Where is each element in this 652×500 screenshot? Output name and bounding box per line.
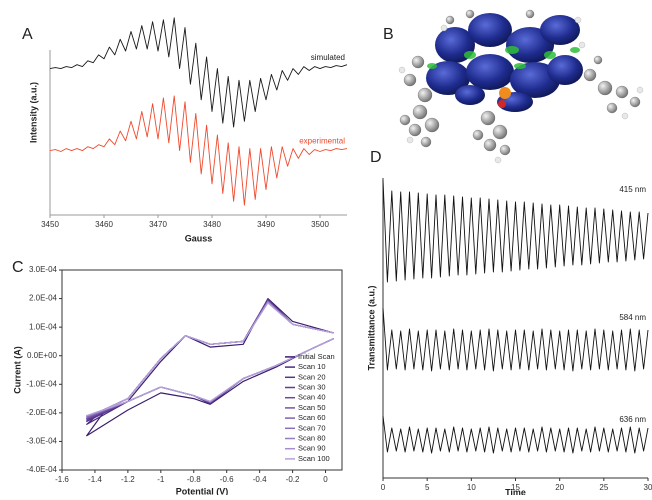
y-tick-label: 0.0E+00 [27,351,58,360]
y-tick-label: -2.0E-04 [26,408,57,417]
y-axis-title: Transmittance (a.u.) [366,285,376,370]
y-tick-label: 1.0E-04 [29,322,58,331]
x-tick-label: 20 [555,483,564,492]
legend-label: Scan 10 [298,362,326,371]
data-line [87,299,334,436]
x-tick-label: -1 [157,475,165,484]
series-label: 584 nm [619,313,646,322]
x-tick-label: -0.2 [286,475,300,484]
x-axis-title: Gauss [185,233,213,243]
legend-label: Scan 60 [298,413,326,422]
panel-letter: B [383,26,394,43]
x-tick-label: -0.8 [187,475,201,484]
panel-letter: C [12,259,24,276]
panel-letter: D [370,149,382,166]
legend-label: Scan 20 [298,372,326,381]
y-axis-title: Intensity (a.u.) [28,82,38,143]
x-tick-label: 25 [599,483,608,492]
x-axis-title: Time [505,487,526,495]
x-tick-label: -1.2 [121,475,135,484]
data-line [87,303,334,416]
x-axis-title: Potential (V) [176,486,229,495]
x-tick-label: 3470 [149,220,167,229]
x-tick-label: 10 [467,483,476,492]
x-tick-label: -0.4 [253,475,267,484]
y-axis-title: Current (A) [12,346,22,394]
legend-label: Scan 80 [298,433,326,442]
y-tick-label: -1.0E-04 [26,379,57,388]
y-tick-label: 2.0E-04 [29,294,58,303]
x-tick-label: 3490 [257,220,275,229]
series-label: 636 nm [619,415,646,424]
y-tick-label: -4.0E-04 [26,465,57,474]
data-line [87,299,334,424]
panel-letter: A [22,26,33,43]
data-line [87,302,334,417]
panel: A 3450 3460 3470 3480 3490 3500 Gauss Intensity … [22,18,347,244]
legend-label: Initial Scan [298,352,335,361]
data-line [383,180,648,282]
data-line [87,301,334,417]
series-label: experimental [299,137,345,146]
y-tick-label: -3.0E-04 [26,437,57,446]
legend-label: Scan 90 [298,444,326,453]
data-line [87,302,334,416]
data-line [50,18,347,127]
molecule-image: B [383,10,643,163]
x-tick-label: 30 [644,483,652,492]
legend-label: Scan 30 [298,382,326,391]
x-tick-label: 0 [323,475,328,484]
series-label: simulated [311,53,345,62]
data-line [50,96,347,205]
data-line [87,303,334,416]
x-tick-label: 3460 [95,220,113,229]
legend-label: Scan 100 [298,454,330,463]
data-line [383,416,648,453]
x-tick-label: -0.6 [220,475,234,484]
x-tick-label: -1.4 [88,475,102,484]
x-tick-label: 3480 [203,220,221,229]
data-line [383,308,648,371]
x-tick-label: 5 [425,483,430,492]
x-tick-label: -1.6 [55,475,69,484]
y-tick-label: 3.0E-04 [29,265,58,274]
x-tick-label: 0 [381,483,386,492]
panel: C -1.6 -1.4 -1.2 -1 -0.8 -0.6 -0.4 -0.2 0 3.0E-04 2… [12,259,342,495]
legend-label: Scan 70 [298,423,326,432]
x-tick-label: 3500 [311,220,329,229]
figure: B A34503460347 [0,0,652,495]
x-tick-label: 3450 [41,220,59,229]
series-label: 415 nm [619,185,646,194]
page: {"chart_data": [ {"type": "line", "label… [0,0,652,495]
legend-label: Scan 50 [298,403,326,412]
legend-label: Scan 40 [298,393,326,402]
